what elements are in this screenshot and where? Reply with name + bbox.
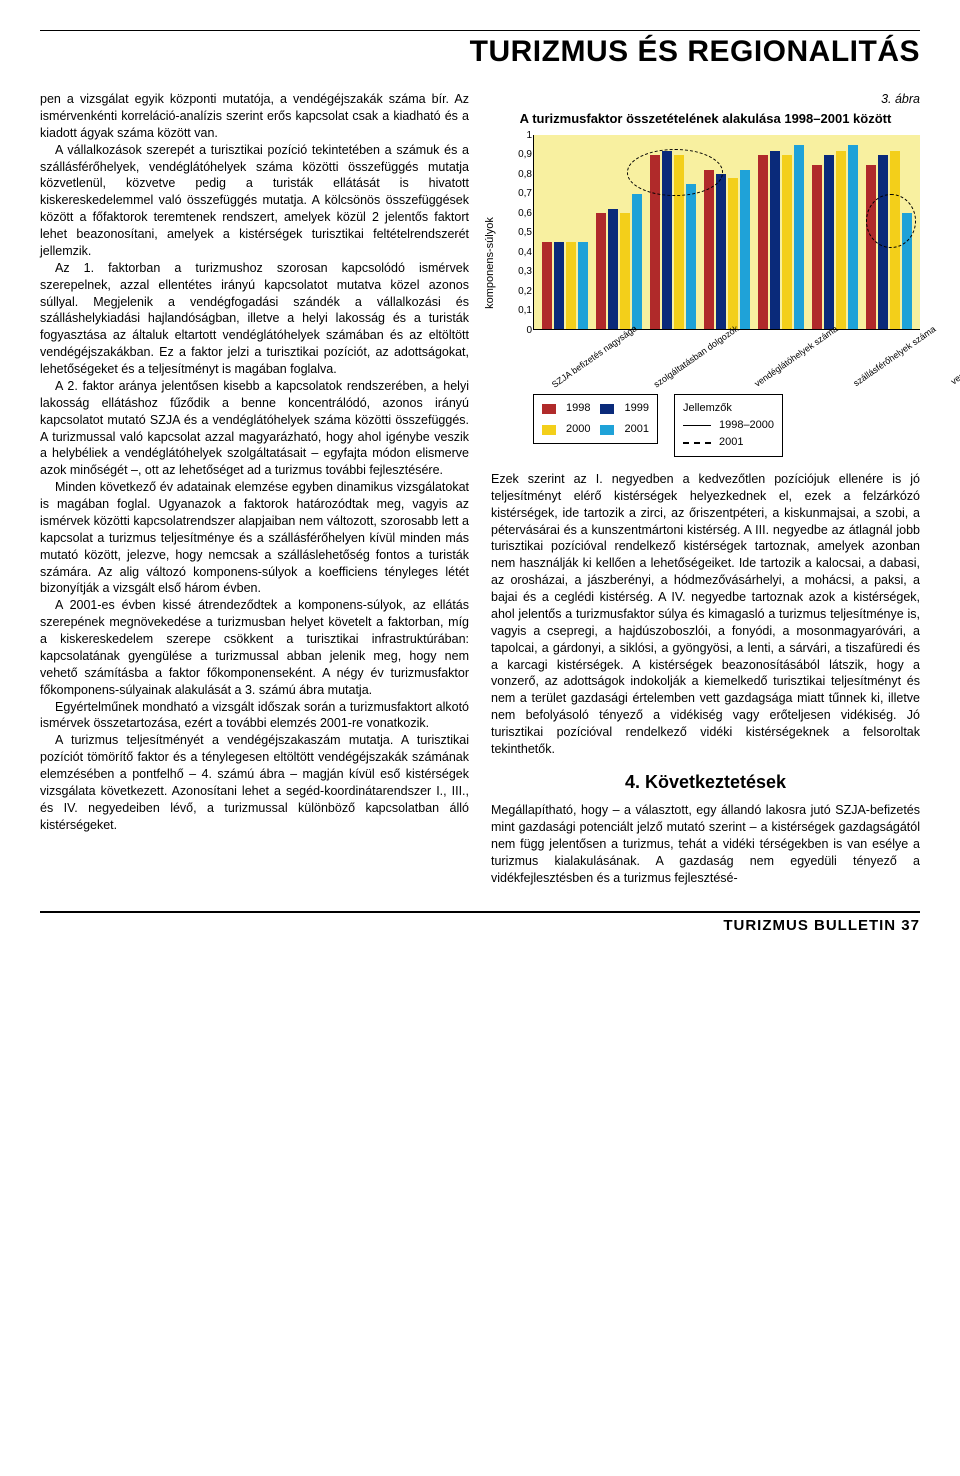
- right-column: 3. ábra A turizmusfaktor összetételének …: [491, 91, 920, 887]
- bar: [578, 242, 588, 329]
- color-swatch: [600, 425, 614, 435]
- bar: [740, 170, 750, 329]
- y-tick: 0,8: [506, 168, 532, 182]
- highlight-ellipse: [866, 194, 916, 248]
- bar: [686, 184, 696, 330]
- two-column-layout: pen a vizsgálat egyik központi mutatója,…: [40, 91, 920, 887]
- para: A turizmus teljesítményét a vendégéjszak…: [40, 732, 469, 833]
- bar: [812, 165, 822, 330]
- para: Megállapítható, hogy – a választott, egy…: [491, 802, 920, 886]
- bar-chart: komponens-súlyok 00,10,20,30,40,50,60,70…: [491, 135, 920, 390]
- para: A vállalkozások szerepét a turisztikai p…: [40, 142, 469, 260]
- bar: [824, 155, 834, 330]
- y-tick: 0,7: [506, 187, 532, 201]
- x-labels: SZJA befizetés nagyságaszolgáltatásban d…: [533, 335, 920, 390]
- para: Minden következő év adatainak elemzése e…: [40, 479, 469, 597]
- section-heading: 4. Következtetések: [491, 770, 920, 794]
- para: Az 1. faktorban a turizmushoz szorosan k…: [40, 260, 469, 378]
- bar: [782, 155, 792, 330]
- header-rule: [40, 30, 920, 31]
- bar: [716, 174, 726, 329]
- y-tick: 0,5: [506, 226, 532, 240]
- y-tick: 0,2: [506, 285, 532, 299]
- color-swatch: [542, 425, 556, 435]
- legend-line-label: 1998–2000: [719, 418, 774, 433]
- legend-line-label: 2001: [719, 435, 743, 450]
- bar: [566, 242, 576, 329]
- bar: [794, 145, 804, 329]
- color-swatch: [542, 404, 556, 414]
- bar: [836, 151, 846, 329]
- y-tick: 0,3: [506, 265, 532, 279]
- figure-title: A turizmusfaktor összetételének alakulás…: [491, 110, 920, 128]
- bar: [632, 194, 642, 330]
- bar: [770, 151, 780, 329]
- bar-group: [538, 135, 592, 329]
- bar: [848, 145, 858, 329]
- bar: [704, 170, 714, 329]
- bars-area: [534, 135, 920, 329]
- bar: [542, 242, 552, 329]
- legend-year-label: 2001: [624, 422, 648, 437]
- y-tick: 0,1: [506, 304, 532, 318]
- bar: [758, 155, 768, 330]
- bar: [866, 165, 876, 330]
- bar-group: [808, 135, 862, 329]
- para: Egyértelműnek mondható a vizsgált idősza…: [40, 699, 469, 733]
- legend-year-label: 2000: [566, 422, 590, 437]
- header-title: TURIZMUS ÉS REGIONALITÁS: [40, 35, 920, 69]
- color-swatch: [600, 404, 614, 414]
- footer-rule: TURIZMUS BULLETIN 37: [40, 911, 920, 934]
- plot-area: 00,10,20,30,40,50,60,70,80,91: [533, 135, 920, 330]
- figure-number: 3. ábra: [491, 91, 920, 108]
- y-tick: 0,6: [506, 207, 532, 221]
- bar: [620, 213, 630, 329]
- bar: [728, 178, 738, 329]
- para: A 2001-es évben kissé átrendeződtek a ko…: [40, 597, 469, 698]
- footer-text: TURIZMUS BULLETIN 37: [40, 917, 920, 934]
- bar: [596, 213, 606, 329]
- dashed-line-icon: [683, 442, 711, 444]
- y-tick: 1: [506, 129, 532, 143]
- solid-line-icon: [683, 425, 711, 426]
- y-tick: 0: [506, 324, 532, 338]
- legend-year-label: 1999: [624, 401, 648, 416]
- y-ticks: 00,10,20,30,40,50,60,70,80,91: [506, 135, 532, 330]
- y-tick: 0,4: [506, 246, 532, 260]
- bar: [608, 209, 618, 329]
- para: Ezek szerint az I. negyedben a kedvezőtl…: [491, 471, 920, 758]
- para: pen a vizsgálat egyik központi mutatója,…: [40, 91, 469, 142]
- left-column: pen a vizsgálat egyik központi mutatója,…: [40, 91, 469, 887]
- bar: [554, 242, 564, 329]
- y-tick: 0,9: [506, 148, 532, 162]
- bar-group: [754, 135, 808, 329]
- para: A 2. faktor aránya jelentősen kisebb a k…: [40, 378, 469, 479]
- y-axis-label: komponens-súlyok: [483, 217, 498, 309]
- highlight-ellipse: [627, 149, 724, 196]
